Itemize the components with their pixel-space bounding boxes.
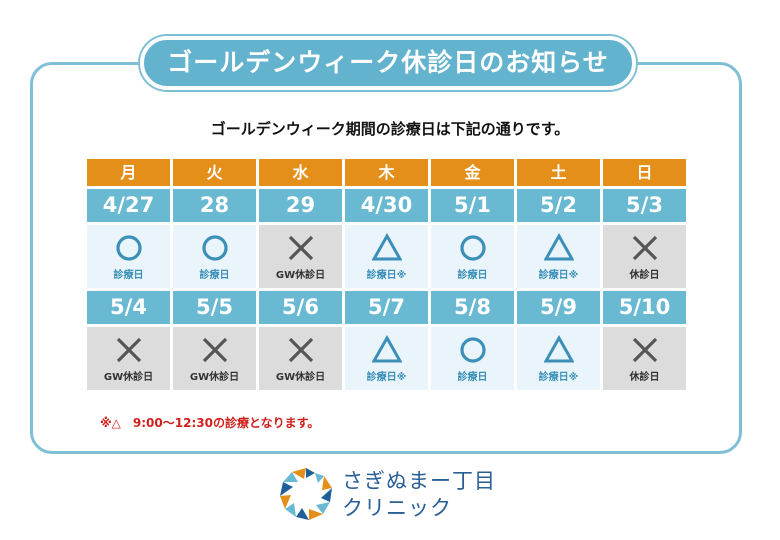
status-label: 診療日 — [113, 270, 144, 281]
clinic-name-line1: さぎぬまー丁目 — [342, 469, 496, 493]
date-cell: 5/3 — [603, 189, 686, 222]
clinic-name: さぎぬまー丁目 クリニック — [342, 468, 496, 522]
weekday-thu: 木 — [345, 159, 428, 186]
date-cell: 5/4 — [87, 291, 170, 324]
status-cell: 診療日※ — [517, 327, 600, 390]
cross-mark-icon — [114, 335, 144, 365]
status-cell: 診療日 — [173, 225, 256, 288]
subtitle: ゴールデンウィーク期間の診療日は下記の通りです。 — [210, 120, 570, 138]
triangle-mark-icon — [543, 335, 574, 365]
circle-mark-icon — [458, 233, 488, 263]
status-label: 診療日※ — [366, 270, 407, 281]
status-cell: 休診日 — [603, 225, 686, 288]
status-cell: 診療日※ — [345, 327, 428, 390]
status-cell: 休診日 — [603, 327, 686, 390]
date-cell: 5/10 — [603, 291, 686, 324]
clinic-name-line2: クリニック — [342, 496, 452, 520]
triangle-mark-icon — [543, 233, 574, 263]
status-cell: GW休診日 — [87, 327, 170, 390]
weekday-mon: 月 — [87, 159, 170, 186]
date-row: 4/27 28 29 4/30 5/1 5/2 5/3 — [87, 189, 689, 222]
status-label: 診療日 — [457, 270, 488, 281]
status-cell: 診療日※ — [517, 225, 600, 288]
date-cell: 5/6 — [259, 291, 342, 324]
status-cell: 診療日 — [431, 327, 514, 390]
calendar-weeks: 4/27 28 29 4/30 5/1 5/2 5/3 診療日 診療日 GW休診日 診療日※ 診療日診… — [87, 189, 689, 390]
date-row: 5/4 5/5 5/6 5/7 5/8 5/9 5/10 — [87, 291, 689, 324]
date-cell: 28 — [173, 189, 256, 222]
date-cell: 4/30 — [345, 189, 428, 222]
status-label: GW休診日 — [275, 372, 326, 383]
status-label: 診療日 — [457, 372, 488, 383]
weekday-tue: 火 — [173, 159, 256, 186]
status-cell: GW休診日 — [173, 327, 256, 390]
status-label: 診療日※ — [538, 372, 579, 383]
date-cell: 5/7 — [345, 291, 428, 324]
date-cell: 5/2 — [517, 189, 600, 222]
date-cell: 4/27 — [87, 189, 170, 222]
footnote: ※△ 9:00〜12:30の診療となります。 — [100, 416, 320, 430]
status-cell: GW休診日 — [259, 327, 342, 390]
triangle-mark-icon — [371, 233, 402, 263]
cross-mark-icon — [200, 335, 230, 365]
status-label: 休診日 — [629, 372, 660, 383]
weekday-wed: 水 — [259, 159, 342, 186]
triangle-mark-icon — [371, 335, 402, 365]
date-cell: 5/1 — [431, 189, 514, 222]
date-cell: 29 — [259, 189, 342, 222]
status-label: 休診日 — [629, 270, 660, 281]
status-label: 診療日※ — [538, 270, 579, 281]
status-cell: 診療日※ — [345, 225, 428, 288]
weekday-fri: 金 — [431, 159, 514, 186]
date-cell: 5/9 — [517, 291, 600, 324]
status-row: 診療日 診療日 GW休診日 診療日※ 診療日 診療日※ 休診日 — [87, 225, 689, 288]
circle-mark-icon — [114, 233, 144, 263]
status-label: GW休診日 — [275, 270, 326, 281]
status-label: 診療日 — [199, 270, 230, 281]
date-cell: 5/8 — [431, 291, 514, 324]
page-title: ゴールデンウィーク休診日のお知らせ — [140, 36, 636, 90]
cross-mark-icon — [286, 335, 316, 365]
circle-mark-icon — [200, 233, 230, 263]
status-label: 診療日※ — [366, 372, 407, 383]
status-cell: GW休診日 — [259, 225, 342, 288]
cross-mark-icon — [630, 233, 660, 263]
circle-mark-icon — [458, 335, 488, 365]
weekday-sat: 土 — [517, 159, 600, 186]
date-cell: 5/5 — [173, 291, 256, 324]
status-row: GW休診日 GW休診日 GW休診日 診療日※ 診療日 診療日※ 休診日 — [87, 327, 689, 390]
weekday-header-row: 月 火 水 木 金 土 日 — [87, 159, 689, 186]
status-cell: 診療日 — [431, 225, 514, 288]
cross-mark-icon — [630, 335, 660, 365]
cross-mark-icon — [286, 233, 316, 263]
calendar: 月 火 水 木 金 土 日 4/27 28 29 4/30 5/1 5/2 5/3 診療日 診療… — [87, 159, 689, 393]
status-label: GW休診日 — [189, 372, 240, 383]
weekday-sun: 日 — [603, 159, 686, 186]
clinic-logo-icon — [280, 468, 332, 520]
status-label: GW休診日 — [103, 372, 154, 383]
status-cell: 診療日 — [87, 225, 170, 288]
